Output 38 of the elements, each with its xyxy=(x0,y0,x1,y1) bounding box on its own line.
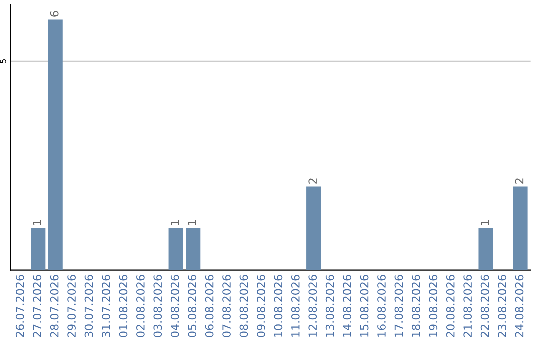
x-tick-label: 26.07.2026 xyxy=(16,275,24,338)
x-tick-label: 03.08.2026 xyxy=(154,275,162,338)
data-label: 6 xyxy=(50,11,59,17)
x-tick-label: 29.07.2026 xyxy=(68,275,76,338)
x-tick-label: 27.07.2026 xyxy=(33,275,42,338)
x-tick-label: 18.08.2026 xyxy=(412,275,420,337)
x-tick-label: 12.08.2026 xyxy=(308,275,318,337)
x-tick-label: 15.08.2026 xyxy=(360,275,369,337)
x-tick-label: 22.08.2026 xyxy=(480,275,490,338)
x-tick-label: 19.08.2026 xyxy=(429,275,438,337)
x-tick-label: 31.07.2026 xyxy=(102,275,110,338)
data-label: 1 xyxy=(171,220,180,226)
x-tick-label: 28.07.2026 xyxy=(50,275,59,338)
data-label: 1 xyxy=(33,220,42,226)
x-tick-label: 13.08.2026 xyxy=(326,275,334,337)
x-tick-label: 23.08.2026 xyxy=(498,275,506,338)
x-tick-label: 20.08.2026 xyxy=(446,275,455,338)
x-tick-label: 16.08.2026 xyxy=(378,275,386,337)
data-label: 1 xyxy=(188,220,196,226)
x-tick-label: 07.08.2026 xyxy=(222,275,231,338)
x-tick-label: 11.08.2026 xyxy=(291,275,300,337)
x-tick-label: 04.08.2026 xyxy=(170,275,180,338)
x-tick-label: 01.08.2026 xyxy=(119,275,128,338)
x-tick-label: 14.08.2026 xyxy=(343,275,352,337)
y-tick-label: 5 xyxy=(0,60,6,64)
x-tick-label: 08.08.2026 xyxy=(240,275,248,338)
data-label: 2 xyxy=(308,178,317,184)
data-label: 2 xyxy=(515,178,524,184)
x-tick-label: 30.07.2026 xyxy=(84,275,94,338)
x-tick-label: 10.08.2026 xyxy=(274,275,283,337)
x-tick-label: 24.08.2026 xyxy=(515,275,524,338)
data-label: 1 xyxy=(481,220,490,226)
x-tick-label: 06.08.2026 xyxy=(205,275,214,338)
x-tick-label: 09.08.2026 xyxy=(257,275,266,338)
x-tick-label: 05.08.2026 xyxy=(188,275,197,338)
x-tick-label: 17.08.2026 xyxy=(394,275,404,337)
x-tick-label: 02.08.2026 xyxy=(136,275,145,338)
x-tick-label: 21.08.2026 xyxy=(464,275,472,338)
